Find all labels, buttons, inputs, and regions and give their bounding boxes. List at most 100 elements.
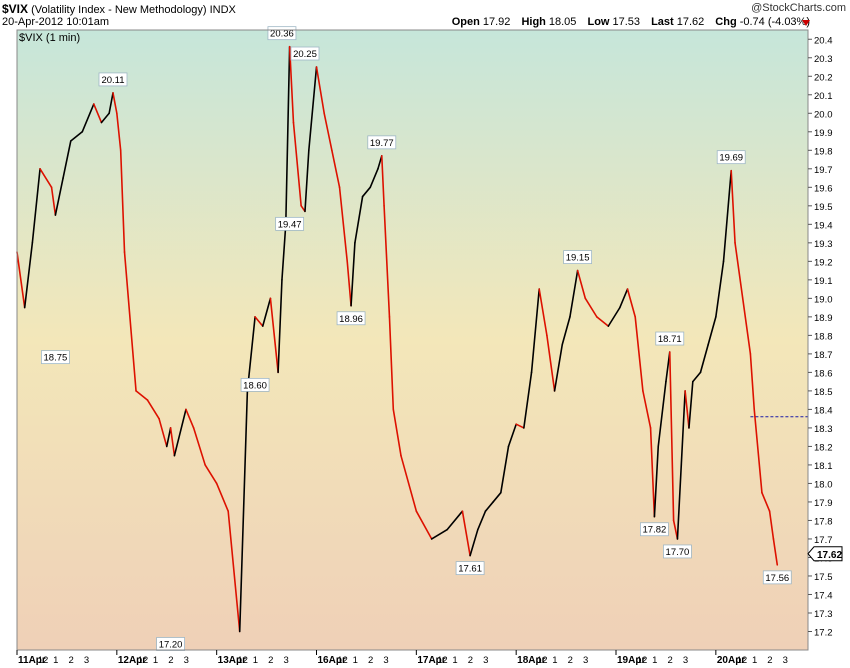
price-segment [734,242,744,300]
price-segment [123,251,137,392]
x-hour-label: 3 [184,655,189,666]
x-hour-label: 2 [168,655,173,666]
price-segment [446,510,464,531]
price-segment [642,390,652,429]
price-segment [277,279,283,374]
peak-label: 18.96 [339,314,363,325]
peak-label: 18.60 [243,380,267,391]
price-segment [415,510,433,540]
low-label: Low [587,16,610,28]
x-hour-label: 1 [253,655,258,666]
x-hour-label: 2 [568,655,573,666]
last-label: Last [651,16,674,28]
high-label: High [521,16,546,28]
x-hour-label: 2 [368,655,373,666]
price-segment [772,538,779,566]
peak-label-box [640,522,669,537]
price-segment [315,66,325,115]
price-segment [331,149,341,189]
x-hour-label: 1 [752,655,757,666]
x-hour-label: 1 [452,655,457,666]
last-value-label: 17.62 [817,550,842,561]
price-segment [69,130,84,142]
price-segment [761,491,771,512]
open-value: 17.92 [482,16,511,28]
peak-label-box [275,216,305,231]
x-hour-label: 12 [637,655,648,666]
price-segment [523,371,533,429]
price-segment [158,417,168,448]
x-hour-label: 3 [483,655,488,666]
price-segment [100,112,110,124]
price-segment [500,445,510,494]
peak-label: 17.61 [458,564,482,575]
x-hour-label: 12 [237,655,248,666]
price-segment [135,390,149,401]
peak-label: 17.20 [159,639,183,650]
price-segment [430,528,448,540]
x-hour-label: 1 [552,655,557,666]
price-segment [281,223,287,281]
chart-title: $VIX (1 min) [19,32,80,44]
x-hour-label: 2 [667,655,672,666]
quote-date: 20-Apr-2012 10:01am [2,16,110,28]
peak-label: 19.15 [566,253,590,264]
price-segment [108,92,114,115]
y-tick-label: 18.8 [814,331,833,342]
x-hour-label: 1 [353,655,358,666]
y-tick-label: 20.0 [814,109,833,120]
price-segment [515,423,525,429]
peak-label: 17.82 [643,525,667,536]
peak-label-box [98,72,128,87]
price-segment [350,242,356,307]
price-segment [699,343,709,374]
symbol-title: $VIX (Volatility Index - New Methodology… [2,2,236,16]
price-segment [23,242,34,309]
y-tick-label: 20.1 [814,91,833,102]
price-segment [653,445,660,518]
peak-label-box [367,135,397,150]
price-segment [269,297,279,374]
x-hour-label: 1 [53,655,58,666]
x-hour-label: 3 [84,655,89,666]
peak-label-box [290,46,320,61]
price-segment [692,371,702,383]
price-segment [553,343,564,392]
price-segment [62,140,72,179]
price-segment [308,66,318,152]
exchange: INDX [209,4,236,16]
price-segment [31,168,41,244]
price-segment [227,510,241,633]
price-segment [380,155,385,207]
x-hour-label: 2 [68,655,73,666]
price-segment [492,491,502,503]
y-tick-label: 18.4 [814,405,833,416]
y-tick-label: 19.7 [814,165,833,176]
x-day-label: 13Apr [218,655,246,666]
price-segment [469,528,479,557]
price-segment [688,380,694,429]
x-hour-label: 2 [767,655,772,666]
x-hour-label: 12 [138,655,149,666]
peak-label: 17.56 [765,573,789,584]
price-segment [768,510,775,540]
x-day-label: 17Apr [417,655,445,666]
price-segment [388,316,395,411]
open-label: Open [451,16,480,28]
down-arrow-icon [802,20,810,26]
price-segment [261,297,272,327]
price-segment [657,380,667,448]
x-hour-label: 2 [468,655,473,666]
x-day-label: 19Apr [617,655,645,666]
peak-label-box [563,250,593,264]
price-segment [619,288,629,309]
y-tick-label: 19.3 [814,239,833,250]
x-day-label: 11Apr [18,655,46,666]
x-hour-label: 12 [38,655,49,666]
price-segment [741,297,752,355]
price-segment [119,149,126,253]
y-tick-label: 19.9 [814,128,833,139]
y-tick-label: 18.2 [814,442,833,453]
price-segment [169,427,176,457]
